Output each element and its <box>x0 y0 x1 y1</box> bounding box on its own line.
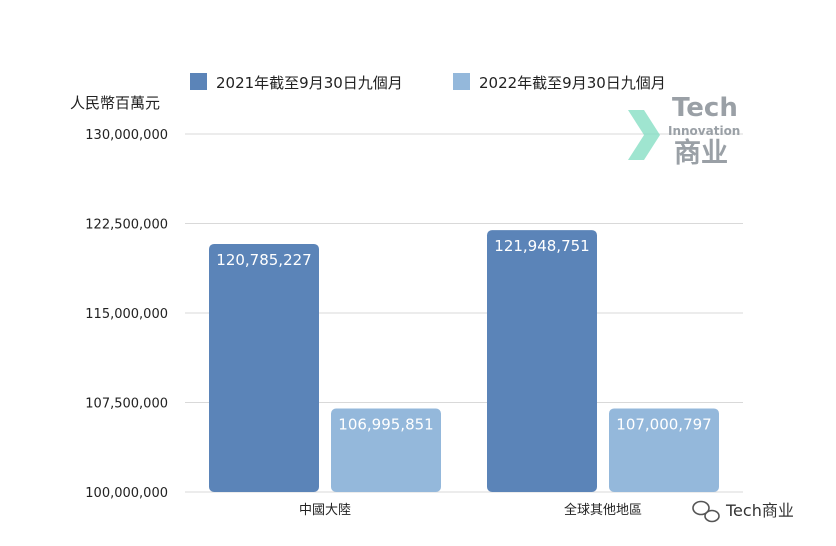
y-tick-label: 100,000,000 <box>85 486 168 501</box>
watermark-line2: Innovation <box>668 124 740 138</box>
y-tick-label: 115,000,000 <box>85 307 168 322</box>
wechat-icon <box>692 500 720 523</box>
legend-swatch <box>190 73 207 90</box>
watermark: Tech Innovation 商业 <box>628 93 740 169</box>
x-axis-categories: 中國大陸 全球其他地區 <box>299 502 642 518</box>
data-label: 120,785,227 <box>216 251 311 269</box>
bar <box>487 230 597 492</box>
bars: 120,785,227 106,995,851 121,948,751 107,000… <box>209 230 719 492</box>
legend-label: 2022年截至9月30日九個月 <box>479 74 666 92</box>
y-tick-label: 107,500,000 <box>85 397 168 412</box>
bar <box>609 408 719 492</box>
data-label: 121,948,751 <box>494 237 589 255</box>
watermark-line3: 商业 <box>674 138 728 169</box>
footer-brand: Tech商业 <box>692 500 794 523</box>
bar <box>209 243 319 492</box>
legend-label: 2021年截至9月30日九個月 <box>216 74 403 92</box>
legend-swatch <box>453 73 470 90</box>
legend: 2021年截至9月30日九個月 2022年截至9月30日九個月 <box>190 73 666 92</box>
x-category-label: 中國大陸 <box>299 502 351 518</box>
y-axis-label: 人民幣百萬元 <box>70 94 160 112</box>
watermark-arrow-icon <box>628 110 660 160</box>
data-label: 107,000,797 <box>616 415 711 433</box>
data-label: 106,995,851 <box>338 416 433 434</box>
y-tick-label: 122,500,000 <box>85 218 168 233</box>
bar <box>331 408 441 492</box>
watermark-line1: Tech <box>672 93 738 123</box>
y-axis-ticks: 100,000,000 107,500,000 115,000,000 122,500… <box>85 128 168 501</box>
y-tick-label: 130,000,000 <box>85 128 168 143</box>
footer-text: Tech商业 <box>725 501 794 520</box>
x-category-label: 全球其他地區 <box>564 502 642 518</box>
